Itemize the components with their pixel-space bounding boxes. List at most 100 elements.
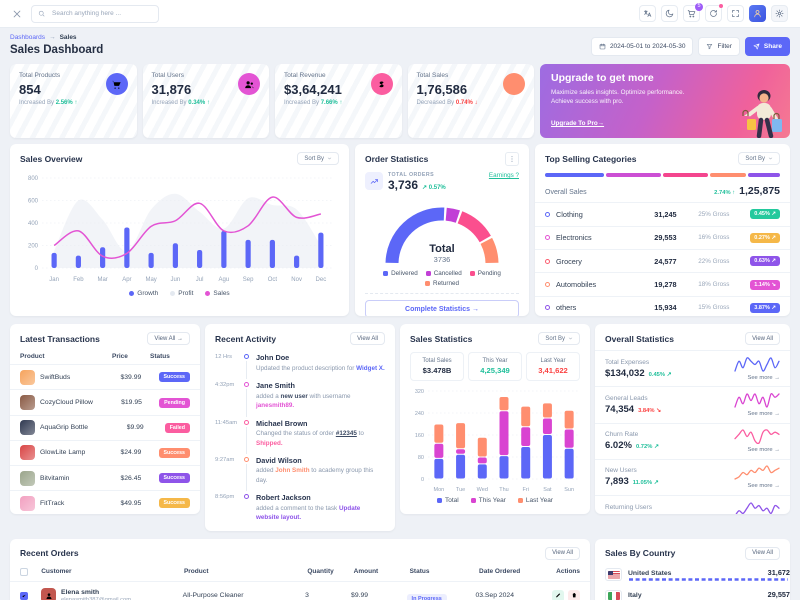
activity-timeline bbox=[243, 493, 250, 530]
top-categories-sort-button[interactable]: Sort By bbox=[738, 152, 780, 166]
stat-box-label: Total Sales bbox=[422, 358, 452, 365]
stat-card: Total Sales 1,76,586 Decreased By 0.74% ↓ bbox=[407, 64, 534, 139]
activity-body: John Doe Updated the product description … bbox=[256, 353, 385, 381]
overall-stat-left: Returning Users 3,258 1.69% ↗ bbox=[605, 504, 734, 515]
category-change-badge: 3.87% ↗ bbox=[750, 302, 780, 313]
activity-time: 11:45am bbox=[215, 419, 238, 426]
refresh-icon[interactable] bbox=[705, 4, 723, 22]
product-name: FitTrack bbox=[40, 499, 65, 507]
sales-statistics-sort-button[interactable]: Sort By bbox=[538, 332, 580, 346]
orders-view-all-button[interactable]: View All bbox=[545, 546, 580, 560]
category-value: 29,553 bbox=[654, 233, 677, 243]
category-row[interactable]: Grocery 24,577 22% Gross 0.63% ↗ bbox=[535, 249, 790, 272]
activity-description: added a comment to the task Update websi… bbox=[256, 504, 361, 522]
svg-text:Thu: Thu bbox=[499, 487, 508, 493]
select-all-checkbox[interactable] bbox=[20, 567, 28, 576]
transaction-row[interactable]: FitTrack $49.95 Success bbox=[10, 490, 200, 514]
order-customer: Elena smith elenasmith387@gmail.com bbox=[41, 588, 183, 600]
sparkline-chart bbox=[734, 501, 780, 515]
stat-card-change: Increased By 0.34% ↑ bbox=[151, 100, 210, 106]
category-row[interactable]: Clothing 31,245 25% Gross 0.45% ↗ bbox=[535, 202, 790, 225]
category-change-badge: 0.45% ↗ bbox=[750, 209, 780, 220]
transaction-row[interactable]: Bitvitamin $26.45 Success bbox=[10, 465, 200, 490]
svg-text:Dec: Dec bbox=[316, 277, 327, 283]
category-value: 31,245 bbox=[654, 209, 677, 219]
overall-stat-left: Total Expenses $134,032 0.45% ↗ bbox=[605, 359, 734, 379]
product-name: GlowLite Lamp bbox=[40, 449, 86, 457]
svg-text:0: 0 bbox=[35, 266, 39, 272]
country-progress-bar bbox=[628, 577, 790, 582]
card-menu-icon[interactable] bbox=[505, 152, 519, 167]
overall-stat-label: Churn Rate bbox=[605, 431, 639, 439]
legend-row: Returned bbox=[355, 280, 529, 287]
stat-card: Total Revenue $3,64,241 Increased By 7.66%… bbox=[275, 64, 402, 139]
country-row[interactable]: Italy 29,557 bbox=[595, 584, 790, 600]
country-row[interactable]: United States 31,672 bbox=[595, 563, 790, 585]
delete-button[interactable] bbox=[567, 589, 580, 600]
share-button[interactable]: Share bbox=[744, 37, 790, 56]
svg-text:Nov: Nov bbox=[291, 277, 302, 283]
user-avatar[interactable] bbox=[749, 5, 766, 22]
us-flag-icon bbox=[605, 568, 622, 582]
close-icon[interactable] bbox=[12, 9, 22, 19]
country-value: 29,557 bbox=[767, 589, 790, 599]
transactions-view-all-button[interactable]: View All → bbox=[147, 332, 190, 346]
see-more-link[interactable]: See more → bbox=[747, 374, 780, 381]
sales-overview-title: Sales Overview bbox=[20, 153, 83, 164]
breadcrumb-sales: Sales bbox=[59, 34, 77, 41]
page-title: Sales Dashboard bbox=[10, 44, 104, 56]
see-more-link[interactable]: See more → bbox=[747, 411, 780, 418]
category-row[interactable]: Electronics 29,553 16% Gross 0.27% ↗ bbox=[535, 225, 790, 249]
see-more-link[interactable]: See more → bbox=[747, 447, 780, 454]
legend-row: Delivered Cancelled Pending bbox=[355, 270, 529, 277]
see-more-link[interactable]: See more → bbox=[747, 483, 780, 490]
upgrade-pro-link[interactable]: Upgrade To Pro→ bbox=[551, 120, 605, 128]
dark-mode-icon[interactable] bbox=[661, 5, 678, 22]
transaction-row[interactable]: AquaGrip Bottle $9.99 Failed bbox=[10, 414, 200, 440]
earnings-link[interactable]: Earnings ? bbox=[488, 172, 519, 180]
activity-view-all-button[interactable]: View All bbox=[350, 332, 385, 346]
search-box[interactable] bbox=[31, 4, 159, 23]
breadcrumb-dashboards[interactable]: Dashboards bbox=[10, 34, 46, 41]
category-row[interactable]: Automobiles 19,278 18% Gross 1.14% ↘ bbox=[535, 272, 790, 295]
cart-icon-button[interactable]: 5 bbox=[683, 3, 703, 22]
fullscreen-icon[interactable] bbox=[727, 5, 744, 22]
transaction-row[interactable]: CozyCloud Pillow $19.95 Pending bbox=[10, 389, 200, 414]
overall-view-all-button[interactable]: View All bbox=[745, 332, 780, 346]
legend-item: Total bbox=[437, 497, 459, 504]
transaction-row[interactable]: SwiftBuds $39.99 Success bbox=[10, 364, 200, 389]
filter-button[interactable]: Filter bbox=[698, 37, 740, 56]
order-date: 03.Sep 2024 bbox=[475, 592, 514, 600]
stat-cards-row: Total Products 854 Increased By 2.56% ↑ Tot… bbox=[10, 64, 790, 139]
row-checkbox[interactable] bbox=[20, 591, 28, 600]
overall-stat-left: General Leads 74,354 3.84% ↘ bbox=[605, 395, 734, 415]
activity-description: Changed the status of order #12345 to Sh… bbox=[256, 430, 364, 447]
country-view-all-button[interactable]: View All bbox=[745, 546, 780, 560]
category-value: 19,278 bbox=[654, 280, 677, 290]
settings-gear-icon[interactable] bbox=[771, 5, 788, 22]
recent-orders-card: Recent Orders View All Customer Product Qu… bbox=[10, 538, 590, 600]
activity-time: 9:27am bbox=[215, 456, 235, 463]
column-header bbox=[20, 567, 41, 576]
country-top: United States 31,672 bbox=[628, 568, 790, 577]
activity-item: 9:27am David Wilson added John Smith to ac… bbox=[205, 456, 395, 493]
order-row[interactable]: Elena smith elenasmith387@gmail.com All-Pu… bbox=[10, 580, 590, 600]
overall-sales-change: 2.74% ↑ bbox=[714, 190, 736, 197]
date-range-picker[interactable]: 2024-05-01 to 2024-05-30 bbox=[590, 37, 694, 56]
svg-text:Sep: Sep bbox=[243, 277, 254, 283]
category-name: Automobiles bbox=[556, 280, 597, 290]
transaction-row[interactable]: GlowLite Lamp $24.99 Success bbox=[10, 439, 200, 465]
complete-statistics-button[interactable]: Complete Statistics → bbox=[365, 300, 519, 317]
language-icon[interactable] bbox=[639, 5, 656, 22]
overall-stat-right: See more → bbox=[734, 429, 780, 453]
category-row[interactable]: others 15,934 15% Gross 3.87% ↗ bbox=[535, 295, 790, 317]
category-gross: 18% Gross bbox=[698, 281, 730, 289]
search-input[interactable] bbox=[50, 9, 152, 18]
column-header: Status bbox=[150, 353, 170, 361]
customer-info: Elena smith elenasmith387@gmail.com bbox=[61, 589, 131, 600]
banner-title: Upgrade to get more bbox=[551, 72, 654, 84]
svg-text:0: 0 bbox=[421, 477, 424, 483]
sales-overview-sort-button[interactable]: Sort By bbox=[297, 152, 339, 166]
edit-button[interactable] bbox=[551, 589, 564, 600]
category-bullet-icon bbox=[545, 235, 550, 241]
